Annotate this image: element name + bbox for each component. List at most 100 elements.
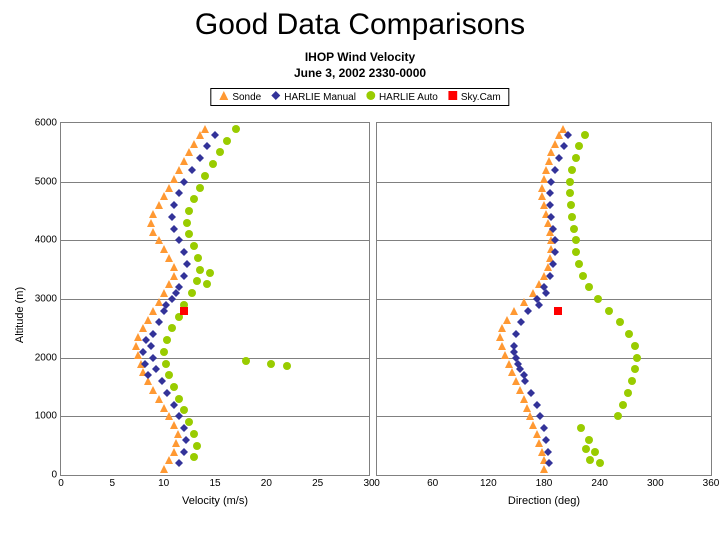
data-point bbox=[546, 201, 554, 209]
data-point bbox=[201, 125, 209, 133]
data-point bbox=[203, 142, 211, 150]
data-point bbox=[523, 404, 531, 412]
data-point bbox=[193, 277, 201, 285]
data-point bbox=[160, 404, 168, 412]
data-point bbox=[496, 333, 504, 341]
data-point bbox=[566, 178, 574, 186]
data-point bbox=[190, 140, 198, 148]
data-point bbox=[165, 371, 173, 379]
data-point bbox=[160, 289, 168, 297]
data-point bbox=[149, 354, 157, 362]
data-point bbox=[551, 166, 559, 174]
data-point bbox=[585, 436, 593, 444]
data-point bbox=[575, 142, 583, 150]
data-point bbox=[155, 236, 163, 244]
data-point bbox=[172, 439, 180, 447]
data-point bbox=[152, 365, 160, 373]
y-tick: 2000 bbox=[27, 352, 57, 363]
data-point bbox=[625, 330, 633, 338]
data-point bbox=[542, 436, 550, 444]
x-tick: 180 bbox=[536, 478, 553, 489]
data-point bbox=[147, 219, 155, 227]
legend-item: Sky.Cam bbox=[448, 91, 501, 103]
gridline bbox=[377, 299, 711, 300]
y-tick: 6000 bbox=[27, 118, 57, 129]
data-point bbox=[551, 140, 559, 148]
data-point bbox=[514, 360, 522, 368]
data-point bbox=[165, 184, 173, 192]
data-point bbox=[536, 412, 544, 420]
data-point bbox=[190, 430, 198, 438]
y-tick: 3000 bbox=[27, 294, 57, 305]
data-point bbox=[149, 386, 157, 394]
data-point bbox=[542, 166, 550, 174]
data-point bbox=[185, 418, 193, 426]
x-tick: 60 bbox=[427, 478, 438, 489]
data-point bbox=[168, 213, 176, 221]
gridline bbox=[61, 416, 369, 417]
data-point bbox=[170, 383, 178, 391]
data-point bbox=[560, 142, 568, 150]
data-point bbox=[183, 219, 191, 227]
gridline bbox=[377, 358, 711, 359]
data-point bbox=[503, 316, 511, 324]
data-point bbox=[216, 148, 224, 156]
legend: SondeHARLIE ManualHARLIE AutoSky.Cam bbox=[210, 88, 509, 106]
data-point bbox=[572, 248, 580, 256]
data-point bbox=[547, 213, 555, 221]
data-point bbox=[201, 172, 209, 180]
chart-subtitle-2: June 3, 2002 2330-0000 bbox=[0, 66, 720, 80]
data-point bbox=[554, 307, 562, 315]
data-point bbox=[232, 125, 240, 133]
legend-item: HARLIE Auto bbox=[366, 91, 438, 103]
gridline bbox=[61, 299, 369, 300]
data-point bbox=[631, 365, 639, 373]
data-point bbox=[524, 307, 532, 315]
data-point bbox=[185, 207, 193, 215]
x-tick: 25 bbox=[312, 478, 323, 489]
data-point bbox=[498, 324, 506, 332]
data-point bbox=[517, 318, 525, 326]
data-point bbox=[510, 348, 518, 356]
data-point bbox=[134, 333, 142, 341]
data-point bbox=[510, 307, 518, 315]
data-point bbox=[512, 330, 520, 338]
data-point bbox=[572, 236, 580, 244]
data-point bbox=[149, 210, 157, 218]
data-point bbox=[546, 189, 554, 197]
y-tick: 4000 bbox=[27, 235, 57, 246]
data-point bbox=[188, 289, 196, 297]
data-point bbox=[591, 448, 599, 456]
data-point bbox=[182, 436, 190, 444]
direction-plot: 060120180240300360Direction (deg) bbox=[376, 122, 712, 476]
legend-item: Sonde bbox=[219, 91, 261, 103]
data-point bbox=[188, 166, 196, 174]
data-point bbox=[162, 360, 170, 368]
x-tick: 30 bbox=[363, 478, 374, 489]
data-point bbox=[242, 357, 250, 365]
data-point bbox=[194, 254, 202, 262]
gridline bbox=[377, 240, 711, 241]
chart-container: Altitude (m) 010002000300040005000600005… bbox=[30, 120, 710, 510]
data-point bbox=[170, 201, 178, 209]
data-point bbox=[586, 456, 594, 464]
data-point bbox=[180, 157, 188, 165]
data-point bbox=[564, 131, 572, 139]
y-tick: 1000 bbox=[27, 411, 57, 422]
x-axis-label: Direction (deg) bbox=[377, 495, 711, 507]
data-point bbox=[170, 263, 178, 271]
data-point bbox=[551, 236, 559, 244]
data-point bbox=[183, 260, 191, 268]
data-point bbox=[165, 280, 173, 288]
data-point bbox=[545, 459, 553, 467]
data-point bbox=[582, 445, 590, 453]
chart-subtitle-1: IHOP Wind Velocity bbox=[0, 50, 720, 64]
triangle-icon bbox=[219, 91, 228, 103]
x-tick: 5 bbox=[110, 478, 116, 489]
data-point bbox=[196, 154, 204, 162]
data-point bbox=[542, 289, 550, 297]
data-point bbox=[628, 377, 636, 385]
data-point bbox=[596, 459, 604, 467]
data-point bbox=[577, 424, 585, 432]
gridline bbox=[61, 182, 369, 183]
